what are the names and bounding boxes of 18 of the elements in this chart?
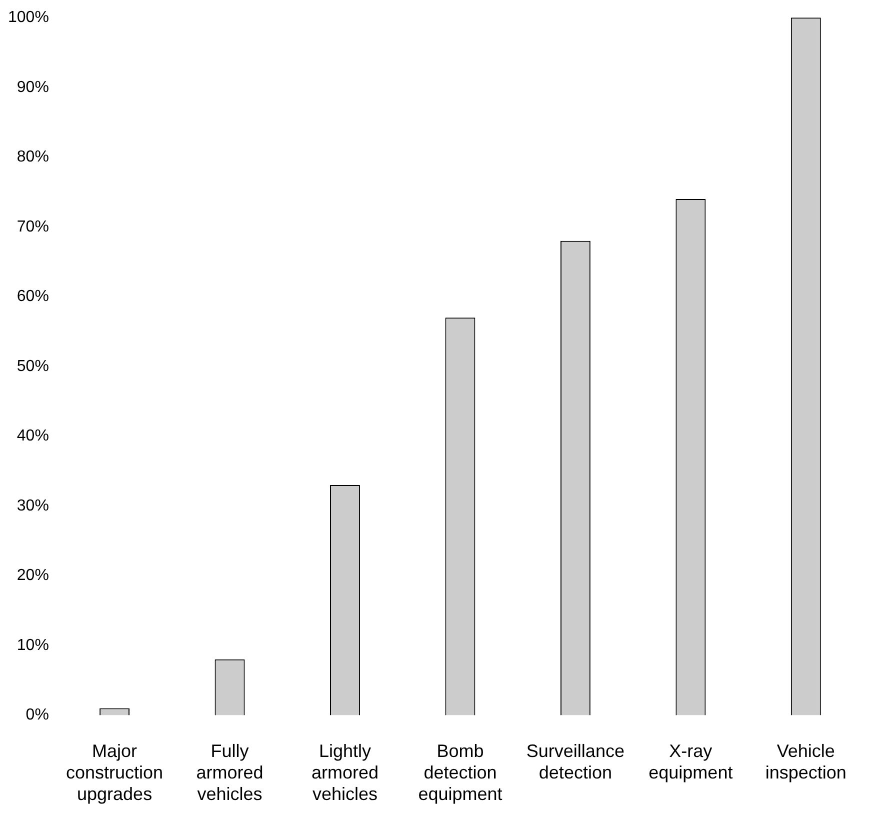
y-tick-label: 10%: [16, 636, 49, 654]
x-tick-label: Vehicle inspection: [765, 740, 846, 783]
x-tick-label: Major construction upgrades: [66, 740, 164, 804]
x-tick-label: X-ray equipment: [648, 740, 733, 783]
x-tick-label: Bomb detection equipment: [418, 740, 502, 804]
y-tick-label: 90%: [16, 78, 49, 96]
x-tick-label: Surveillance detection: [526, 740, 624, 783]
y-tick-label: 70%: [16, 218, 49, 236]
y-tick-label: 100%: [8, 9, 49, 26]
y-tick-label: 30%: [16, 497, 49, 514]
y-tick-label: 50%: [16, 358, 49, 375]
y-tick-label: 80%: [16, 148, 49, 166]
y-tick-label: 40%: [16, 428, 49, 445]
x-tick-label: Fully armored vehicles: [196, 740, 264, 804]
y-tick-label: 0%: [26, 706, 49, 724]
y-tick-label: 20%: [16, 567, 49, 584]
x-tick-label: Lightly armored vehicles: [311, 740, 379, 804]
y-tick-label: 60%: [16, 288, 49, 306]
